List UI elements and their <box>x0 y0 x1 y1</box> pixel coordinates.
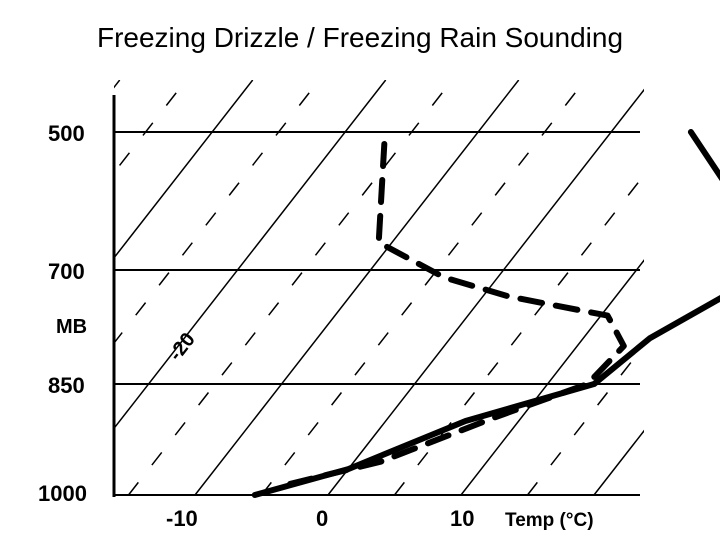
x-tick-label-minus10: -10 <box>166 506 198 531</box>
y-tick-label-500: 500 <box>48 121 85 146</box>
x-tick-label-0: 0 <box>316 506 328 531</box>
y-tick-label-700: 700 <box>48 259 85 284</box>
dashed-guide-line <box>661 80 720 495</box>
chart-title: Freezing Drizzle / Freezing Rain Soundin… <box>96 22 624 53</box>
dewpoint-profile-dashed <box>287 129 627 487</box>
isotherm-line <box>194 80 520 496</box>
isotherm-line <box>114 80 387 430</box>
isotherm-line <box>114 80 254 260</box>
dashed-guide-line <box>526 344 644 496</box>
dashed-guide-line <box>114 80 187 174</box>
y-axis-label: MB <box>56 316 87 338</box>
y-tick-label-850: 850 <box>48 373 85 398</box>
isobar-lines <box>114 131 640 496</box>
dashed-guide-line <box>127 80 453 496</box>
isotherm-line <box>327 88 644 496</box>
x-tick-label-10: 10 <box>450 506 474 531</box>
isotherm-lines <box>0 80 720 496</box>
dashed-guide-line <box>0 80 53 495</box>
dashed-guide-line <box>260 80 586 496</box>
isotherm-line <box>460 259 644 496</box>
isotherm-label: -20 <box>165 329 200 365</box>
x-axis-label: Temp (°C) <box>505 510 594 531</box>
sounding-profiles <box>251 129 720 498</box>
temperature-profile-solid <box>251 129 720 498</box>
y-tick-label-1000: 1000 <box>38 481 87 506</box>
